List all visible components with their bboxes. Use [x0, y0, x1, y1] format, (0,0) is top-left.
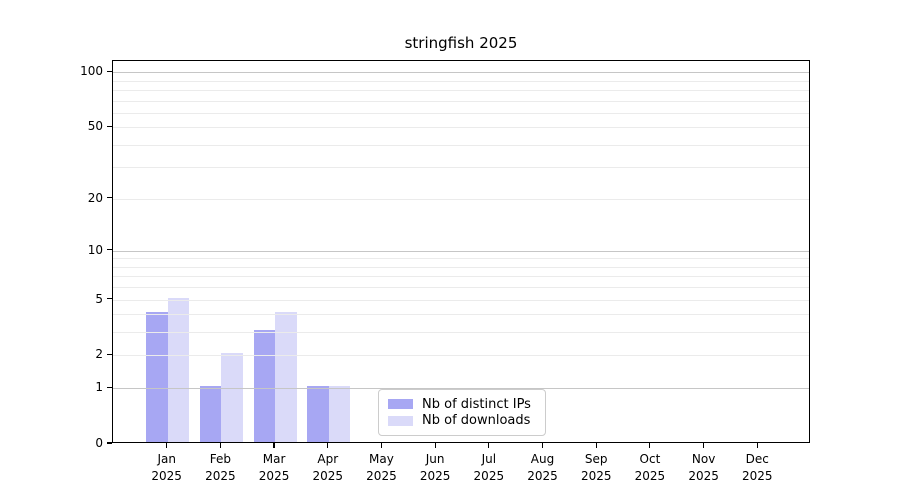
y-tick-label-50: 50	[87, 119, 103, 134]
x-tick-mark-nov	[703, 443, 705, 448]
y-tick-mark-20	[107, 197, 112, 199]
gridline-40	[113, 144, 809, 146]
gridline-80	[113, 89, 809, 91]
y-tick-mark-50	[107, 125, 112, 127]
x-tick-label-apr: Apr 2025	[312, 452, 344, 483]
gridline-5	[113, 299, 809, 301]
gridline-50	[113, 127, 809, 129]
x-tick-label-nov: Nov 2025	[688, 452, 719, 483]
legend: Nb of distinct IPs Nb of downloads	[378, 389, 546, 436]
gridline-90	[113, 80, 809, 82]
y-tick-mark-100	[107, 70, 112, 72]
gridline-7	[113, 276, 809, 278]
x-tick-mark-aug	[541, 443, 544, 448]
gridline-3	[113, 332, 809, 334]
bar-distinct-ips-mar	[253, 330, 276, 442]
gridline-1	[113, 388, 809, 390]
y-tick-label-5: 5	[95, 291, 103, 306]
bar-distinct-ips-feb	[199, 386, 222, 442]
x-tick-label-dec: Dec 2025	[742, 452, 773, 483]
x-tick-mark-feb	[219, 443, 221, 448]
bar-distinct-ips-apr	[307, 386, 329, 442]
x-tick-mark-may	[380, 443, 383, 448]
y-tick-label-0: 0	[95, 436, 103, 450]
legend-label-distinct-ips: Nb of distinct IPs	[422, 396, 531, 412]
gridline-100	[113, 72, 809, 74]
x-tick-label-sep: Sep 2025	[580, 452, 612, 483]
y-tick-label-10: 10	[87, 242, 103, 257]
x-tick-label-jul: Jul 2025	[473, 452, 505, 483]
y-tick-mark-1	[107, 386, 112, 388]
y-tick-label-100: 100	[80, 64, 103, 79]
gridline-10	[113, 250, 809, 252]
legend-item-distinct-ips: Nb of distinct IPs	[388, 396, 536, 413]
bar-downloads-jan	[167, 297, 190, 442]
plot-area	[112, 60, 810, 443]
gridline-30	[113, 167, 809, 169]
gridline-4	[113, 314, 809, 316]
x-tick-mark-jan	[166, 443, 168, 448]
gridline-70	[113, 100, 809, 102]
legend-label-downloads: Nb of downloads	[422, 413, 531, 429]
gridline-2	[113, 355, 809, 357]
legend-swatch-distinct-ips	[388, 399, 413, 410]
gridline-9	[113, 258, 809, 260]
bar-distinct-ips-jan	[146, 312, 168, 442]
x-tick-mark-oct	[649, 443, 651, 448]
grid-layer	[113, 61, 809, 442]
x-tick-label-may: May 2025	[366, 452, 397, 483]
x-tick-mark-mar	[273, 443, 275, 448]
x-tick-mark-jul	[488, 443, 490, 448]
x-tick-mark-jun	[434, 443, 436, 448]
gridline-6	[113, 287, 809, 289]
bars-layer	[113, 61, 809, 442]
y-tick-mark-0	[107, 442, 112, 444]
bar-downloads-mar	[275, 312, 297, 442]
x-tick-label-oct: Oct 2025	[634, 452, 666, 483]
y-tick-mark-10	[107, 249, 112, 251]
y-tick-label-20: 20	[87, 190, 103, 205]
x-tick-label-jun: Jun 2025	[419, 452, 451, 483]
y-tick-label-1: 1	[95, 380, 103, 395]
y-tick-label-2: 2	[95, 347, 103, 362]
bar-downloads-apr	[328, 386, 351, 442]
chart-title: stringfish 2025	[404, 34, 518, 52]
x-tick-mark-dec	[756, 443, 758, 448]
x-tick-label-aug: Aug 2025	[527, 452, 558, 483]
y-tick-mark-5	[107, 298, 112, 300]
gridline-20	[113, 198, 809, 200]
x-tick-label-feb: Feb 2025	[205, 452, 236, 483]
y-tick-mark-2	[107, 353, 112, 356]
bar-downloads-feb	[221, 353, 243, 442]
x-tick-label-mar: Mar 2025	[258, 452, 290, 483]
x-tick-label-jan: Jan 2025	[151, 452, 182, 483]
legend-item-downloads: Nb of downloads	[388, 413, 536, 430]
gridline-60	[113, 112, 809, 114]
x-tick-mark-apr	[327, 443, 329, 448]
x-tick-mark-sep	[595, 443, 597, 448]
legend-swatch-downloads	[388, 415, 413, 426]
gridline-8	[113, 266, 809, 268]
